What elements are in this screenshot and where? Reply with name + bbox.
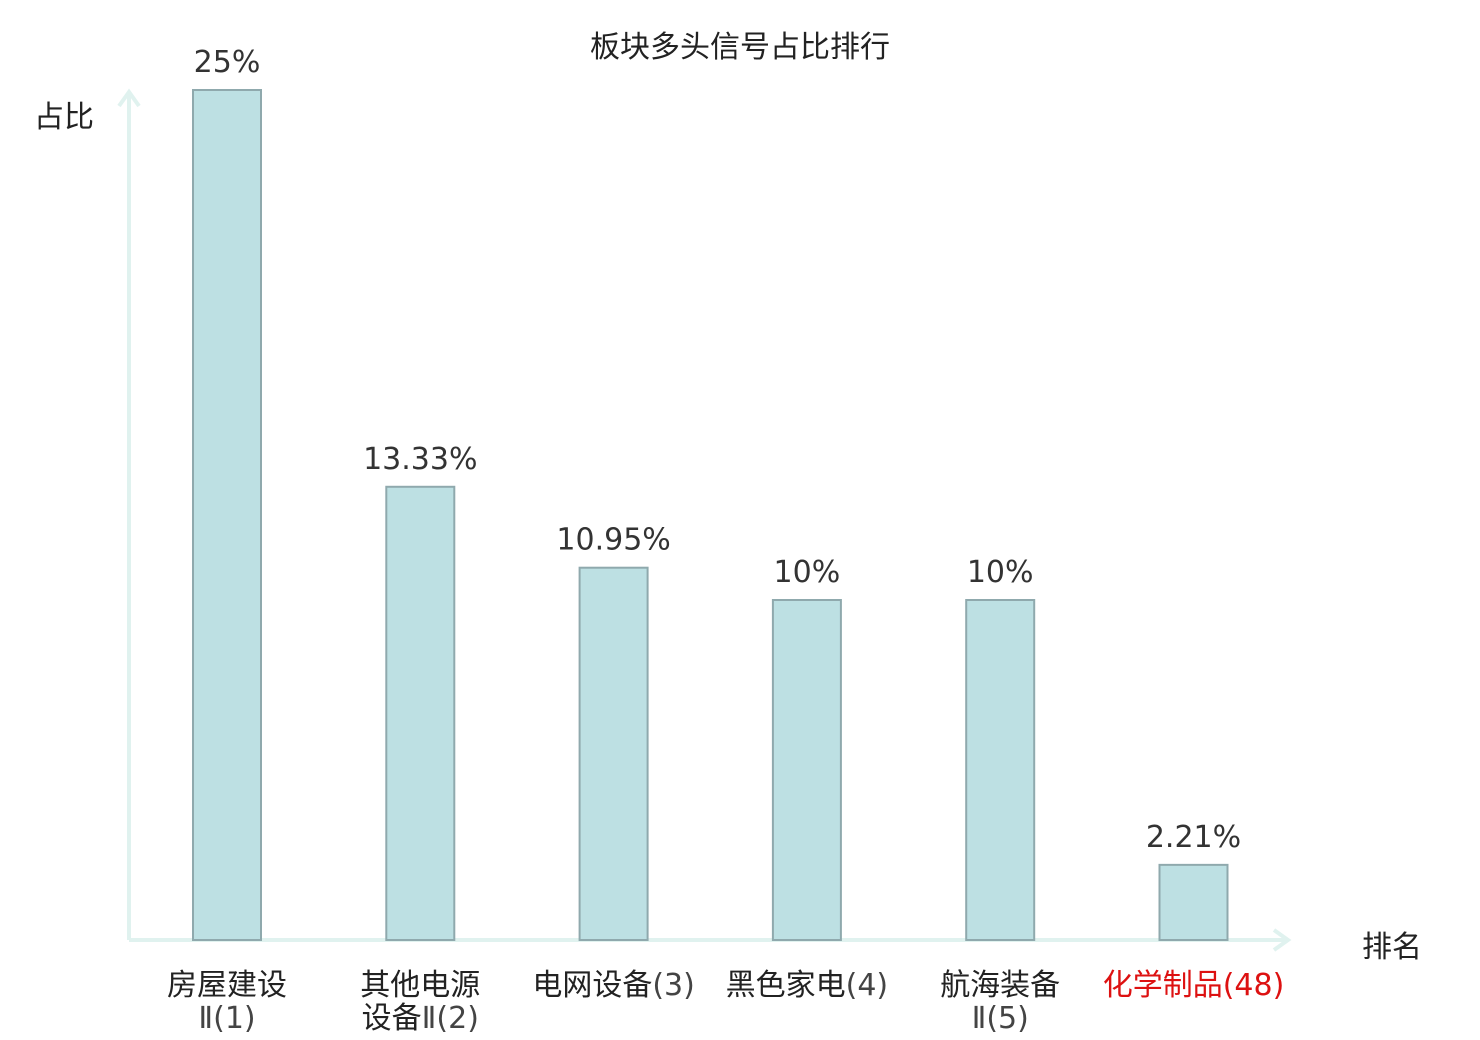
bar — [578, 566, 649, 941]
x-axis-label: 排名 — [1362, 930, 1422, 965]
bar-value-label: 10% — [774, 555, 841, 590]
bar — [385, 485, 456, 941]
chart-title: 板块多头信号占比排行 — [590, 30, 890, 65]
x-tick-label: Ⅱ(1) — [198, 1001, 255, 1036]
y-axis-label: 占比 — [34, 100, 94, 135]
x-axis-arrow-icon — [1272, 928, 1292, 952]
x-tick-label: Ⅱ(5) — [972, 1001, 1029, 1036]
bar — [965, 599, 1036, 941]
bar-value-label: 13.33% — [363, 442, 477, 477]
x-tick-label: 化学制品(48) — [1103, 968, 1285, 1003]
x-tick-label: 电网设备(3) — [532, 968, 695, 1003]
x-tick-label: 黑色家电(4) — [726, 968, 889, 1003]
bar — [1158, 863, 1229, 941]
bar-value-label: 25% — [194, 45, 261, 80]
bar-value-label: 10.95% — [556, 523, 670, 558]
x-tick-label: 房屋建设 — [167, 968, 287, 1003]
bars-group — [192, 89, 1229, 941]
x-tick-label: 其他电源 — [360, 968, 480, 1003]
x-tick-label: 航海装备 — [940, 968, 1060, 1003]
bar — [771, 599, 842, 941]
value-labels-group: 25% 13.33% 10.95% 10% 10% 2.21% — [194, 45, 1242, 855]
y-axis-arrow-icon — [117, 88, 141, 108]
bar-value-label: 2.21% — [1146, 820, 1241, 855]
bar — [192, 89, 262, 941]
bar-value-label: 10% — [967, 555, 1034, 590]
x-tick-label: 设备Ⅱ(2) — [362, 1001, 479, 1036]
